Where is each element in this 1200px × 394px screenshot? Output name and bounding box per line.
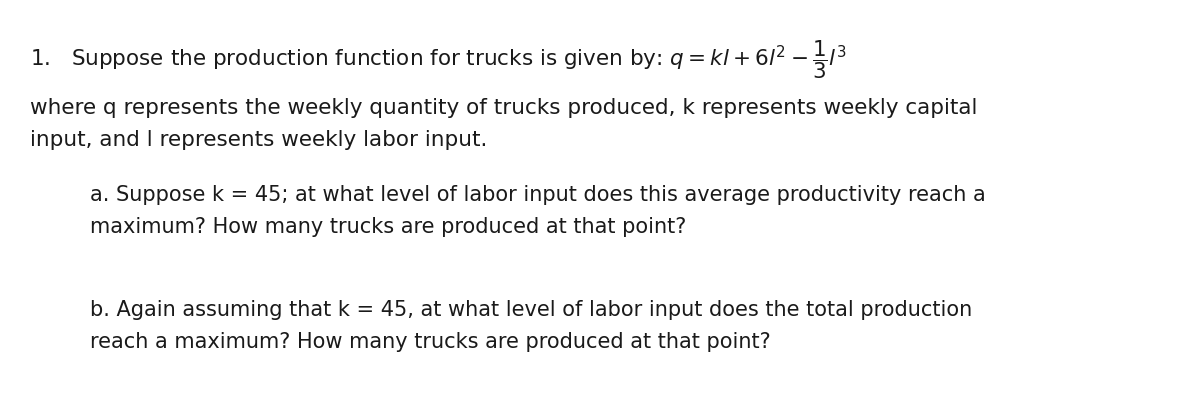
Text: input, and l represents weekly labor input.: input, and l represents weekly labor inp… [30,130,487,150]
Text: where q represents the weekly quantity of trucks produced, k represents weekly c: where q represents the weekly quantity o… [30,98,977,118]
Text: 1.   Suppose the production function for trucks is given by: $q = kl + 6l^{2} - : 1. Suppose the production function for t… [30,38,846,81]
Text: a. Suppose k = 45; at what level of labor input does this average productivity r: a. Suppose k = 45; at what level of labo… [90,185,985,205]
Text: b. Again assuming that k = 45, at what level of labor input does the total produ: b. Again assuming that k = 45, at what l… [90,300,972,320]
Text: maximum? How many trucks are produced at that point?: maximum? How many trucks are produced at… [90,217,686,237]
Text: reach a maximum? How many trucks are produced at that point?: reach a maximum? How many trucks are pro… [90,332,770,352]
